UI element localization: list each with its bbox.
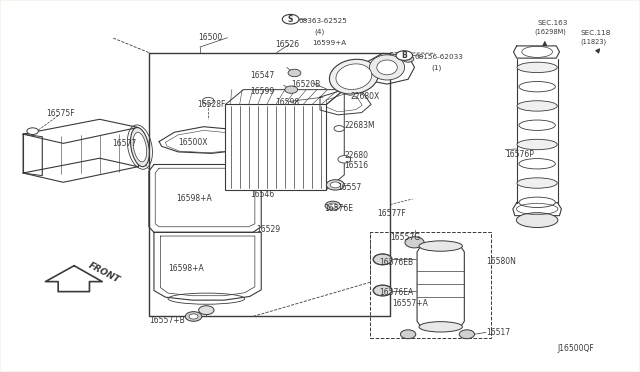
Circle shape bbox=[325, 201, 340, 210]
Text: 08156-62033: 08156-62033 bbox=[415, 54, 463, 60]
Text: 16598+A: 16598+A bbox=[176, 195, 212, 203]
Ellipse shape bbox=[369, 55, 404, 80]
Text: 16557: 16557 bbox=[337, 183, 362, 192]
Ellipse shape bbox=[516, 213, 558, 228]
Circle shape bbox=[27, 128, 38, 135]
Text: 16576E: 16576E bbox=[324, 204, 353, 213]
Circle shape bbox=[288, 69, 301, 77]
Ellipse shape bbox=[517, 62, 557, 73]
Circle shape bbox=[401, 330, 416, 339]
Text: 16576P: 16576P bbox=[505, 150, 534, 159]
Ellipse shape bbox=[377, 60, 397, 75]
Text: (4): (4) bbox=[314, 29, 324, 35]
Text: 16520B: 16520B bbox=[291, 80, 321, 89]
Bar bbox=[225, 105, 326, 190]
Ellipse shape bbox=[519, 197, 556, 208]
Ellipse shape bbox=[419, 322, 463, 332]
Text: 16599+A: 16599+A bbox=[312, 40, 347, 46]
Text: 08363-62525: 08363-62525 bbox=[299, 18, 348, 24]
Text: 16557+A: 16557+A bbox=[392, 299, 428, 308]
Text: 16529: 16529 bbox=[256, 225, 280, 234]
Circle shape bbox=[396, 51, 413, 60]
Text: J16500QF: J16500QF bbox=[557, 344, 595, 353]
Ellipse shape bbox=[519, 158, 556, 169]
Ellipse shape bbox=[419, 241, 463, 251]
Ellipse shape bbox=[131, 128, 149, 167]
Ellipse shape bbox=[517, 101, 557, 111]
Circle shape bbox=[373, 254, 392, 265]
Circle shape bbox=[373, 285, 392, 296]
Circle shape bbox=[405, 237, 424, 248]
Text: FRONT: FRONT bbox=[87, 260, 122, 284]
Ellipse shape bbox=[336, 64, 372, 90]
Ellipse shape bbox=[330, 59, 378, 94]
Text: 16575F: 16575F bbox=[47, 109, 76, 118]
Text: 16598+A: 16598+A bbox=[168, 264, 204, 273]
Circle shape bbox=[334, 126, 344, 132]
Text: 16546: 16546 bbox=[250, 190, 274, 199]
Text: 16557G: 16557G bbox=[390, 233, 420, 243]
Text: 16516: 16516 bbox=[344, 161, 369, 170]
Circle shape bbox=[189, 314, 198, 319]
Text: (1): (1) bbox=[432, 65, 442, 71]
Text: 16500: 16500 bbox=[198, 33, 223, 42]
Text: 16517: 16517 bbox=[486, 328, 510, 337]
Bar bbox=[370, 232, 491, 338]
Text: 16580N: 16580N bbox=[486, 257, 516, 266]
Text: 16576EB: 16576EB bbox=[380, 258, 413, 267]
Circle shape bbox=[198, 306, 214, 315]
Circle shape bbox=[328, 203, 337, 208]
Ellipse shape bbox=[517, 178, 557, 188]
Text: 16576EA: 16576EA bbox=[380, 288, 413, 297]
Text: 16547: 16547 bbox=[250, 71, 274, 80]
Circle shape bbox=[403, 55, 414, 62]
Text: 16599: 16599 bbox=[250, 87, 274, 96]
Text: 16557+B: 16557+B bbox=[149, 316, 184, 325]
Text: 22683M: 22683M bbox=[344, 121, 375, 130]
Text: 22680: 22680 bbox=[344, 151, 368, 160]
Text: S: S bbox=[288, 15, 293, 24]
Circle shape bbox=[282, 15, 299, 24]
Text: SEC.163: SEC.163 bbox=[537, 20, 568, 26]
Circle shape bbox=[330, 182, 340, 188]
Text: 16577: 16577 bbox=[113, 139, 137, 148]
Text: 16528F: 16528F bbox=[197, 100, 226, 109]
Circle shape bbox=[326, 180, 344, 190]
Circle shape bbox=[185, 312, 202, 321]
Text: 16598: 16598 bbox=[275, 99, 300, 108]
Text: 16577F: 16577F bbox=[378, 209, 406, 218]
Circle shape bbox=[202, 97, 214, 104]
Circle shape bbox=[338, 155, 351, 163]
Text: 16526: 16526 bbox=[275, 40, 300, 49]
Ellipse shape bbox=[133, 132, 147, 162]
Circle shape bbox=[285, 86, 298, 93]
Ellipse shape bbox=[519, 81, 556, 92]
Circle shape bbox=[460, 330, 474, 339]
Text: (16298M): (16298M) bbox=[534, 29, 566, 35]
Text: 22680X: 22680X bbox=[351, 92, 380, 101]
Ellipse shape bbox=[517, 139, 557, 150]
Text: B: B bbox=[401, 51, 407, 60]
Text: (11823): (11823) bbox=[580, 39, 606, 45]
Text: SEC.118: SEC.118 bbox=[580, 30, 611, 36]
Ellipse shape bbox=[519, 120, 556, 131]
Text: 16500X: 16500X bbox=[178, 138, 208, 147]
